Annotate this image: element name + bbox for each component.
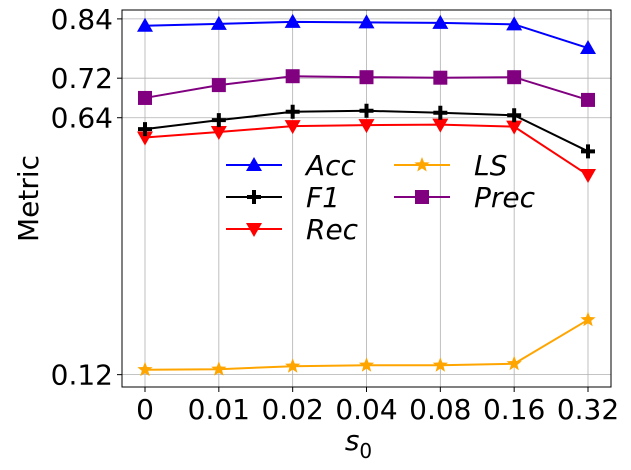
y-tick-label: 0.72 — [51, 62, 113, 95]
data-point-f1 — [359, 103, 374, 118]
grid-lines — [122, 10, 611, 387]
data-point-rec — [137, 131, 153, 146]
data-point-prec — [581, 92, 595, 107]
data-point-ls — [432, 357, 448, 372]
data-point-ls — [137, 361, 153, 377]
series-acc — [137, 13, 596, 55]
data-point-rec — [432, 118, 449, 133]
data-point-acc — [580, 40, 596, 55]
legend-item-acc: Acc — [226, 149, 357, 182]
x-tick-label: 0.04 — [335, 393, 397, 426]
legend-label-f1: F1 — [306, 181, 340, 214]
data-point-rec — [506, 120, 523, 135]
data-point-ls — [580, 311, 596, 327]
data-point-f1 — [433, 105, 448, 120]
data-point-rec — [580, 169, 596, 184]
legend-marker-rec — [246, 223, 262, 237]
data-point-acc — [506, 16, 523, 31]
data-point-f1 — [211, 113, 226, 128]
data-point-ls — [211, 361, 227, 376]
legend-marker-f1 — [247, 190, 261, 204]
series-prec — [138, 69, 595, 107]
data-point-prec — [359, 70, 374, 85]
data-point-f1 — [581, 144, 595, 159]
legend-marker-acc — [246, 157, 262, 171]
data-point-f1 — [507, 108, 522, 123]
legend-item-f1: F1 — [226, 181, 340, 214]
x-tick-label: 0.08 — [409, 393, 471, 426]
x-tick-label: 0.16 — [483, 393, 545, 426]
data-point-f1 — [285, 104, 300, 119]
data-point-prec — [211, 78, 226, 93]
y-tick-label: 0.12 — [51, 359, 113, 392]
data-point-rec — [210, 126, 227, 141]
series-ls — [137, 311, 596, 377]
legend-item-ls: LS — [394, 149, 507, 182]
x-axis-label: s0 — [345, 424, 372, 463]
data-point-acc — [358, 14, 375, 29]
legend-item-prec: Prec — [394, 181, 536, 214]
y-tick-label: 0.84 — [51, 3, 113, 36]
series-f1 — [138, 103, 595, 159]
legend-label-prec: Prec — [474, 181, 536, 214]
legend-label-acc: Acc — [304, 149, 357, 182]
data-point-acc — [137, 17, 153, 32]
legend-item-rec: Rec — [226, 213, 359, 246]
data-point-f1 — [138, 122, 152, 137]
data-point-rec — [358, 119, 375, 134]
axis-ticks: 0 0.01 0.02 0.04 0.08 0.16 0.32 0.12 0.64 0.72 0.8… — [51, 3, 620, 426]
data-point-prec — [433, 70, 448, 85]
data-point-prec — [138, 90, 152, 105]
data-point-acc — [432, 14, 449, 29]
data-point-rec — [284, 120, 301, 135]
data-point-ls — [506, 355, 522, 371]
y-axis-label: Metric — [12, 155, 45, 242]
series-layer — [137, 13, 596, 377]
y-tick-label: 0.64 — [51, 102, 113, 135]
x-tick-label: 0.02 — [261, 393, 323, 426]
legend-marker-prec — [415, 190, 429, 204]
data-point-prec — [507, 70, 522, 85]
data-point-acc — [210, 15, 227, 30]
x-tick-label: 0 — [136, 393, 154, 426]
legend-marker-ls — [414, 157, 430, 172]
legend-label-ls: LS — [474, 149, 507, 182]
data-point-acc — [284, 13, 301, 28]
data-point-ls — [358, 357, 375, 372]
x-tick-label: 0.32 — [557, 393, 619, 426]
data-point-prec — [285, 69, 300, 84]
x-tick-label: 0.01 — [188, 393, 250, 426]
legend-label-rec: Rec — [306, 213, 359, 246]
series-rec — [137, 118, 596, 184]
data-point-ls — [285, 358, 301, 373]
